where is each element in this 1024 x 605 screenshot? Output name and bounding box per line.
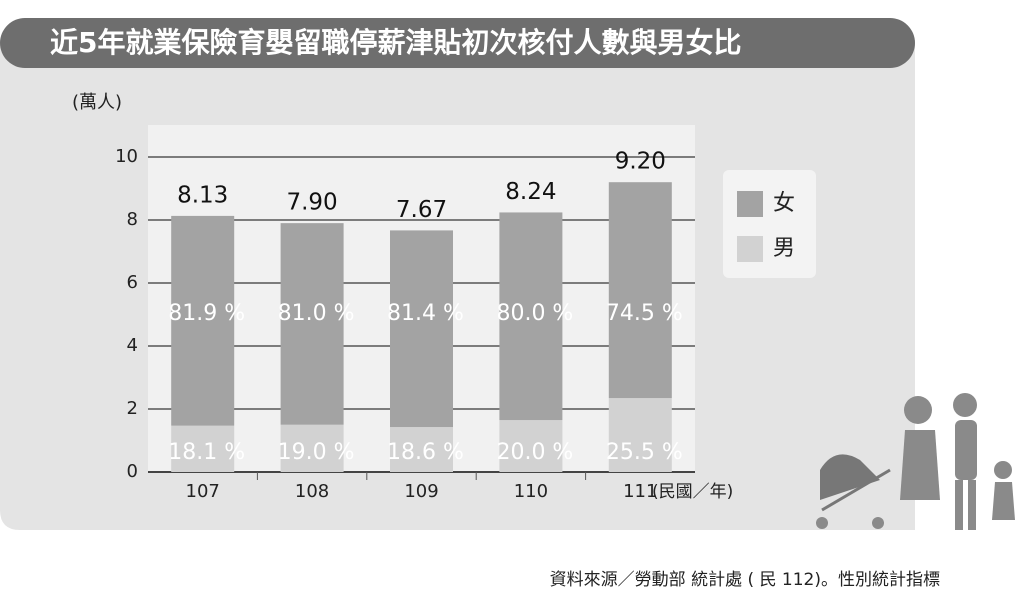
total-label: 8.24: [505, 179, 556, 205]
title-banner: [0, 18, 915, 68]
bar-segment: [608, 182, 672, 399]
legend-label: 女: [773, 191, 795, 216]
total-label: 9.20: [615, 149, 666, 175]
legend-swatch: [737, 191, 763, 217]
data-label: 18.1 %: [168, 440, 245, 465]
illustration: [816, 393, 1015, 530]
y-tick-label: 2: [127, 398, 138, 419]
total-label: 7.67: [396, 197, 447, 223]
legend-swatch: [737, 236, 763, 262]
y-tick-label: 4: [127, 335, 138, 356]
data-label: 19.0 %: [278, 440, 355, 465]
source: 資料來源／勞動部 統計處 ( 民 112)。性別統計指標: [550, 570, 940, 590]
bar-segment: [171, 215, 235, 426]
bar-segment: [171, 425, 235, 472]
total-label: 8.13: [177, 182, 228, 208]
y-tick-label: 6: [127, 272, 138, 293]
data-label: 20.0 %: [496, 440, 573, 465]
bar-segment: [608, 398, 672, 472]
legend-label: 男: [773, 236, 795, 261]
x-axis-label: (民國／年): [652, 482, 733, 502]
y-tick-label: 8: [127, 209, 138, 230]
data-label: 81.9 %: [168, 301, 245, 326]
data-label: 80.0 %: [496, 301, 573, 326]
x-tick-label: 107: [186, 481, 220, 502]
bar-segment: [280, 424, 344, 472]
chart-title: 近5年就業保險育嬰留職停薪津貼初次核付人數與男女比: [50, 26, 742, 59]
total-label: 7.90: [286, 190, 337, 216]
bar-segment: [390, 230, 453, 428]
y-tick-label: 10: [115, 146, 138, 167]
y-tick-label: 0: [127, 461, 138, 482]
bar-segment: [499, 420, 563, 472]
bar-segment: [280, 223, 344, 425]
x-tick-label: 110: [514, 481, 548, 502]
x-tick-label: 111: [623, 481, 657, 502]
x-tick-label: 109: [404, 481, 438, 502]
x-tick-label: 108: [295, 481, 329, 502]
data-label: 18.6 %: [387, 440, 464, 465]
bar-segment: [499, 212, 563, 421]
y-axis-label: (萬人): [72, 92, 122, 113]
bar-segment: [390, 427, 453, 472]
data-label: 81.4 %: [387, 301, 464, 326]
data-label: 74.5 %: [606, 301, 683, 326]
legend: [723, 170, 816, 278]
data-label: 25.5 %: [606, 440, 683, 465]
data-label: 81.0 %: [278, 301, 355, 326]
